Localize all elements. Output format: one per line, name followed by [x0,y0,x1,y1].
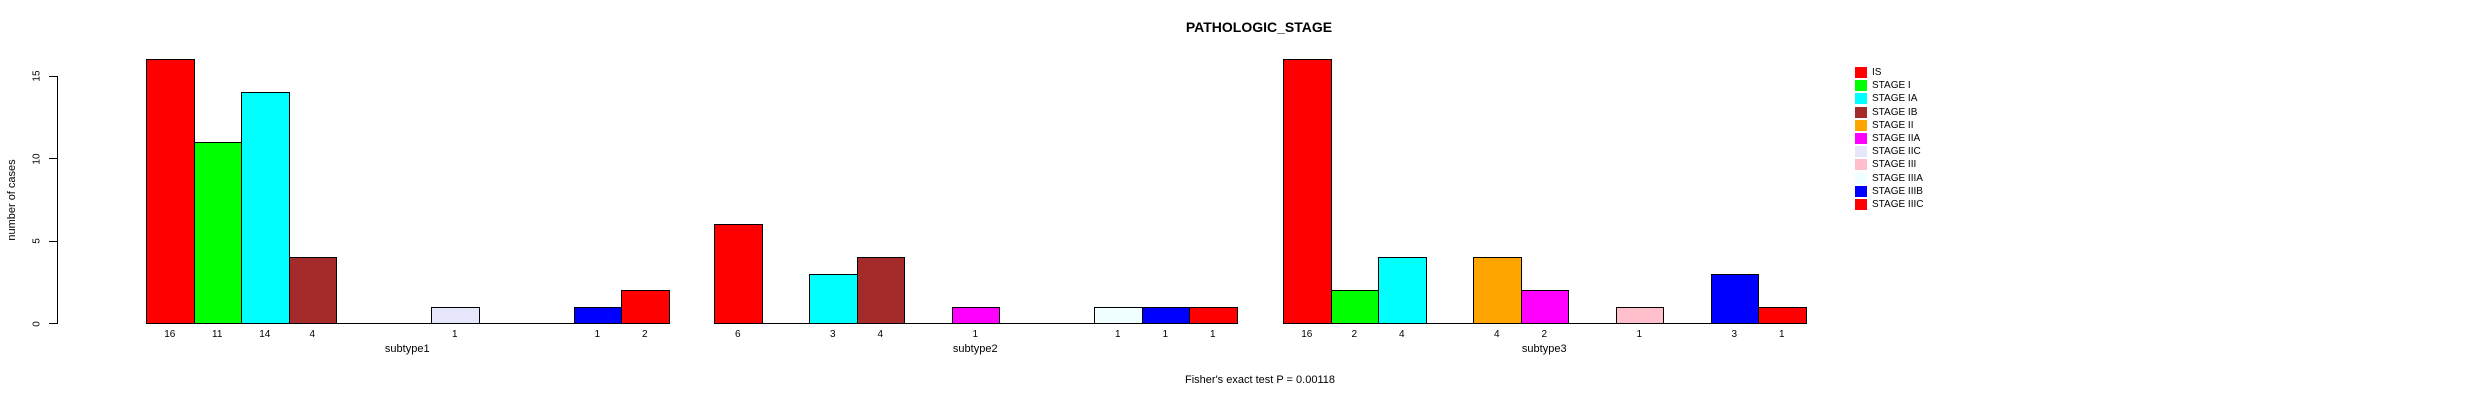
bar-stage-iiic [1189,306,1238,324]
bar-value-label: 1 [1162,329,1169,340]
x-axis-group-label-subtype1: subtype1 [384,343,430,355]
legend-label-stage-iic: STAGE IIC [1872,146,1921,158]
bar-value-label: 2 [1541,329,1548,340]
bar-stage-ii [1473,257,1522,324]
bar-stage-iic [431,306,480,324]
bar-stage-iiib [1141,306,1190,324]
chart-title: PATHOLOGIC_STAGE [1185,19,1333,35]
y-axis-tick-label: 15 [31,70,43,82]
legend-label-is: IS [1872,67,1882,78]
bar-value-label: 1 [594,329,601,340]
legend-swatch-is [1855,67,1867,78]
bar-value-label: 1 [1636,329,1643,340]
bar-value-label: 1 [451,329,458,340]
legend-label-stage-iiia: STAGE IIIA [1872,172,1923,184]
bar-value-label: 1 [1778,329,1785,340]
bar-value-label: 16 [1301,329,1313,340]
y-axis-tick [49,158,57,159]
legend-swatch-stage-ii [1855,119,1867,131]
legend-swatch-stage-i [1855,80,1867,92]
legend-swatch-stage-iia [1855,133,1867,144]
bar-stage-iiib [573,306,622,324]
legend-swatch-stage-iiia [1855,172,1867,184]
annotation-fisher-test: Fisher's exact test P = 0.00118 [1185,374,1335,386]
y-axis-tick [49,75,57,77]
bar-value-label: 14 [259,329,271,340]
y-axis-tick [49,323,57,324]
legend-swatch-stage-ib [1855,106,1867,118]
legend-label-stage-iia: STAGE IIA [1872,133,1921,144]
y-axis-tick-label: 0 [31,320,43,327]
bar-stage-iiib [1710,273,1759,324]
bar-stage-ib [288,257,337,324]
bar-stage-iia [1520,290,1569,324]
x-axis-baseline [146,323,670,324]
bar-stage-ib [856,257,905,324]
bar-stage-ia [1378,257,1427,324]
bar-value-label: 6 [734,329,741,340]
y-axis-tick-label: 10 [31,152,43,165]
legend-label-stage-ia: STAGE IA [1872,93,1918,105]
legend-label-stage-iiic: STAGE IIIC [1872,199,1924,210]
legend-label-stage-iii: STAGE III [1872,159,1917,171]
bar-value-label: 4 [309,329,316,340]
bar-value-label: 4 [1398,329,1405,340]
bar-is [146,59,195,324]
legend-label-stage-ii: STAGE II [1872,119,1914,131]
legend-label-stage-i: STAGE I [1872,80,1911,92]
bar-value-label: 1 [1209,329,1216,340]
bar-stage-iiic [621,290,670,324]
legend-swatch-stage-iii [1855,159,1867,171]
legend-swatch-stage-ia [1855,93,1867,105]
bar-stage-iiic [1758,306,1807,324]
bar-stage-ia [809,273,858,324]
bar-value-label: 1 [972,329,979,340]
bar-value-label: 2 [1351,329,1358,340]
y-axis-label: number of cases [6,159,18,241]
bar-stage-iiia [1094,306,1143,324]
bar-value-label: 3 [1731,329,1738,340]
bar-is [714,224,763,324]
y-axis-tick-label: 5 [31,238,43,244]
bar-stage-i [1330,290,1379,324]
bar-stage-i [193,141,242,324]
bar-value-label: 4 [877,329,884,340]
bar-stage-iia [951,306,1000,324]
bar-is [1283,59,1332,324]
y-axis-line [57,75,58,324]
x-axis-group-label-subtype3: subtype3 [1521,343,1567,355]
y-axis-tick [49,240,57,242]
legend-swatch-stage-iiib [1855,185,1867,197]
bar-stage-ia [241,92,290,324]
x-axis-group-label-subtype2: subtype2 [952,343,998,355]
bar-value-label: 2 [641,329,648,340]
bar-value-label: 4 [1493,329,1500,340]
legend-label-stage-ib: STAGE IB [1872,106,1918,118]
legend-label-stage-iiib: STAGE IIIB [1872,185,1923,197]
legend-swatch-stage-iic [1855,146,1867,158]
bar-value-label: 11 [212,329,223,340]
bar-value-label: 1 [1114,329,1121,340]
bar-stage-iii [1615,306,1664,324]
bar-value-label: 3 [829,329,836,340]
bar-value-label: 16 [164,329,176,340]
legend-swatch-stage-iiic [1855,199,1867,210]
